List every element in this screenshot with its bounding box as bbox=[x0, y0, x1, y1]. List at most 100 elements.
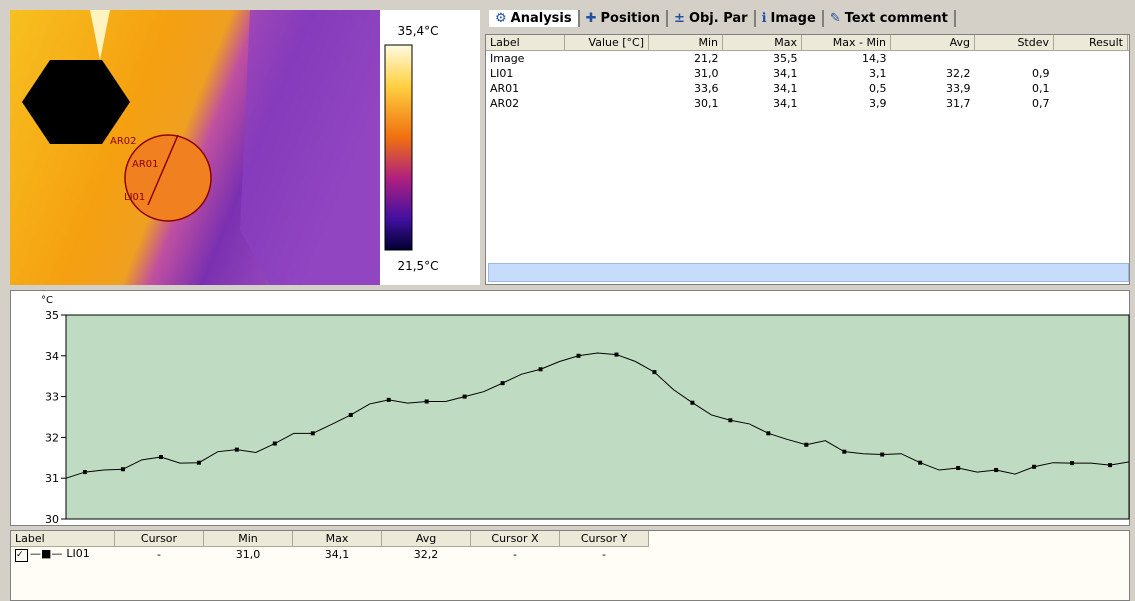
tab[interactable]: ⚙ Analysis bbox=[489, 10, 580, 27]
data-point bbox=[918, 461, 922, 465]
legend-panel: LabelCursorMinMaxAvgCursor XCursor Y✓—■—… bbox=[10, 530, 1130, 601]
table-cell: - bbox=[560, 547, 649, 563]
data-point bbox=[880, 453, 884, 457]
table-cell bbox=[565, 96, 649, 111]
scale-min: 21,5°C bbox=[397, 259, 438, 273]
y-tick-label: 32 bbox=[45, 431, 59, 444]
tab-icon: ⚙ bbox=[495, 11, 507, 26]
column-header: Value [°C] bbox=[565, 35, 649, 51]
data-point bbox=[159, 455, 163, 459]
column-header: Min bbox=[204, 531, 293, 547]
table-cell: LI01 bbox=[486, 66, 565, 81]
table-cell bbox=[1128, 96, 1131, 111]
tab-bar: ⚙ Analysis ✚ Position ±Obj. Par ℹ Image ✎ Text c… bbox=[485, 10, 1130, 34]
y-tick-label: 31 bbox=[45, 472, 59, 485]
tab-icon: ✚ bbox=[586, 11, 597, 26]
table-cell bbox=[1054, 51, 1128, 67]
table-row: ✓—■—LI01-31,034,132,2-- bbox=[11, 547, 649, 563]
table-cell: 3,9 bbox=[802, 96, 891, 111]
table-cell bbox=[1054, 66, 1128, 81]
data-point bbox=[577, 354, 581, 358]
tab-icon: ℹ bbox=[762, 11, 767, 26]
tab[interactable]: ✎ Text comment bbox=[824, 10, 956, 27]
column-header: Stdev bbox=[975, 35, 1054, 51]
table-cell: 0,7 bbox=[975, 96, 1054, 111]
table-cell bbox=[565, 51, 649, 67]
column-header: Min bbox=[649, 35, 723, 51]
table-row: AR0230,134,13,931,70,7 bbox=[486, 96, 1130, 111]
table-cell bbox=[1054, 96, 1128, 111]
data-point bbox=[387, 398, 391, 402]
data-point bbox=[463, 395, 467, 399]
tab-icon: ✎ bbox=[830, 11, 841, 26]
table-cell bbox=[1054, 81, 1128, 96]
table-cell: 31,0 bbox=[204, 547, 293, 563]
data-point bbox=[728, 418, 732, 422]
tab-label: Analysis bbox=[511, 11, 572, 26]
table-cell: 34,1 bbox=[723, 96, 802, 111]
data-point bbox=[425, 399, 429, 403]
line-icon: —■— bbox=[30, 547, 62, 560]
table-cell: AR02 bbox=[486, 96, 565, 111]
table-cell: 3,1 bbox=[802, 66, 891, 81]
legend-table: LabelCursorMinMaxAvgCursor XCursor Y✓—■—… bbox=[11, 531, 649, 562]
color-bar bbox=[385, 45, 412, 250]
column-header: Max bbox=[723, 35, 802, 51]
table-cell: ✓—■—LI01 bbox=[11, 547, 115, 563]
y-unit: °C bbox=[41, 295, 53, 306]
data-point bbox=[614, 353, 618, 357]
thermal-view: AR02 AR01 LI01 35,4°C 21,5°C bbox=[10, 10, 480, 285]
table-cell bbox=[1128, 81, 1131, 96]
column-header: Avg bbox=[891, 35, 975, 51]
data-point bbox=[235, 448, 239, 452]
table-cell bbox=[975, 51, 1054, 67]
tab[interactable]: ±Obj. Par bbox=[668, 10, 756, 27]
column-header: Cursor Y bbox=[560, 531, 649, 547]
data-point bbox=[1032, 465, 1036, 469]
data-point bbox=[652, 370, 656, 374]
data-point bbox=[501, 381, 505, 385]
tab[interactable]: ℹ Image bbox=[756, 10, 824, 27]
tab-label: Obj. Par bbox=[689, 11, 748, 26]
data-point bbox=[121, 467, 125, 471]
data-point bbox=[539, 367, 543, 371]
table-cell: 31,7 bbox=[891, 96, 975, 111]
data-point bbox=[273, 442, 277, 446]
table-cell: 33,6 bbox=[649, 81, 723, 96]
table-cell: - bbox=[115, 547, 204, 563]
column-header: Label bbox=[486, 35, 565, 51]
table-cell: 0,1 bbox=[975, 81, 1054, 96]
table-cell: Image bbox=[486, 51, 565, 67]
table-row: Image21,235,514,3 bbox=[486, 51, 1130, 67]
tab[interactable]: ✚ Position bbox=[580, 10, 668, 27]
area-circle bbox=[125, 135, 211, 221]
profile-chart: °C303132333435 bbox=[11, 291, 1131, 527]
table-cell bbox=[565, 81, 649, 96]
column-header: Max bbox=[293, 531, 382, 547]
column-header: Result bbox=[1054, 35, 1128, 51]
roi-label: AR02 bbox=[110, 136, 137, 147]
data-point bbox=[311, 431, 315, 435]
tab-label: Image bbox=[771, 11, 816, 26]
roi-label: LI01 bbox=[124, 192, 145, 203]
table-cell bbox=[565, 66, 649, 81]
column-header: Label bbox=[11, 531, 115, 547]
table-cell bbox=[891, 51, 975, 67]
checkbox[interactable]: ✓ bbox=[15, 549, 28, 562]
table-cell bbox=[1128, 66, 1131, 81]
data-point bbox=[842, 450, 846, 454]
data-point bbox=[197, 461, 201, 465]
table-cell: 31,0 bbox=[649, 66, 723, 81]
column-header: Cursor bbox=[115, 531, 204, 547]
data-point bbox=[766, 431, 770, 435]
scrollbar[interactable] bbox=[488, 263, 1129, 282]
table-cell bbox=[1128, 51, 1131, 67]
tab-label: Position bbox=[601, 11, 661, 26]
tab-label: Text comment bbox=[845, 11, 948, 26]
plot-area bbox=[66, 315, 1129, 519]
data-point bbox=[83, 470, 87, 474]
